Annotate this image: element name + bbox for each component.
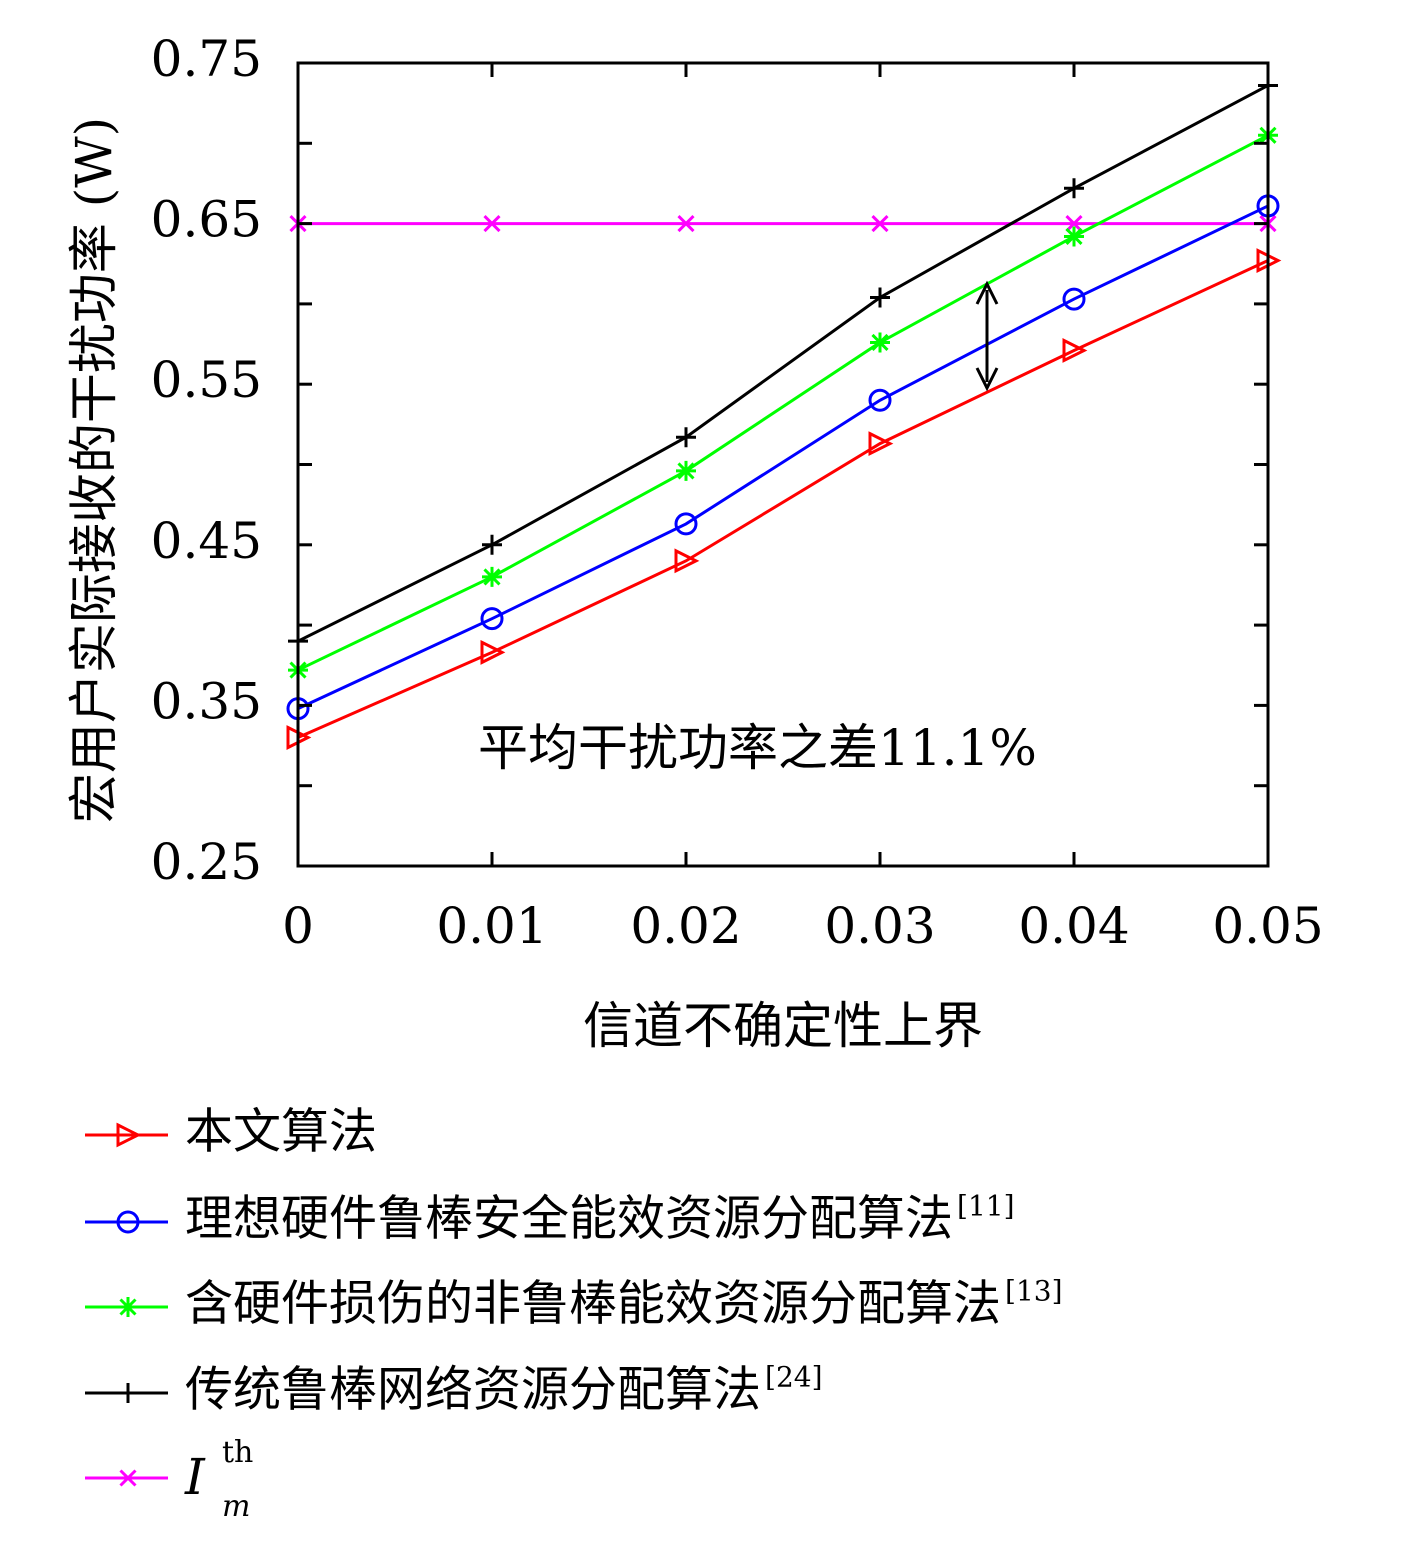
x-tick-label: 0.01 bbox=[436, 897, 547, 955]
legend-marker-1 bbox=[116, 1210, 140, 1234]
legend-item-0: 本文算法 bbox=[85, 1104, 377, 1160]
series-4-point bbox=[871, 215, 889, 233]
x-tick-label: 0.03 bbox=[824, 897, 935, 955]
series-3-point bbox=[676, 427, 696, 448]
legend-item-3: 传统鲁棒网络资源分配算法 [24] bbox=[85, 1361, 823, 1418]
y-tick-label: 0.65 bbox=[151, 191, 262, 249]
series-1-line bbox=[297, 204, 1269, 710]
series-0-point bbox=[1062, 338, 1088, 363]
series-2 bbox=[288, 125, 1278, 681]
x-tick-label: 0.02 bbox=[630, 897, 741, 955]
difference-arrow bbox=[975, 280, 999, 392]
y-tick-label: 0.25 bbox=[151, 833, 262, 891]
legend-ref-1: [11] bbox=[957, 1190, 1014, 1223]
legend-label-4: I bbox=[184, 1448, 206, 1506]
series-4 bbox=[289, 215, 1277, 233]
legend-marker-0 bbox=[116, 1122, 142, 1148]
series-2-point bbox=[1064, 226, 1084, 247]
y-tick-label: 0.45 bbox=[151, 512, 262, 570]
legend-label-2: 含硬件损伤的非鲁棒能效资源分配算法 bbox=[185, 1276, 1001, 1332]
series-0-point bbox=[480, 639, 506, 665]
series-1-point bbox=[480, 607, 504, 631]
y-tick-label: 0.55 bbox=[151, 351, 262, 409]
x-axis-title: 信道不确定性上界 bbox=[583, 997, 983, 1055]
legend-item-1: 理想硬件鲁棒安全能效资源分配算法 [11] bbox=[85, 1190, 1015, 1247]
series-2-line bbox=[297, 133, 1269, 672]
series-4-point bbox=[1065, 215, 1083, 233]
series-0-line bbox=[297, 259, 1269, 739]
x-tick-label: 0 bbox=[282, 897, 314, 955]
y-axis-title: 宏用户实际接收的干扰功率 (W) bbox=[65, 117, 123, 823]
x-tick-label: 0.05 bbox=[1212, 897, 1323, 955]
legend-label-0: 本文算法 bbox=[185, 1104, 377, 1160]
annotation-text: 平均干扰功率之差11.1% bbox=[478, 719, 1037, 777]
legend-label-1: 理想硬件鲁棒安全能效资源分配算法 bbox=[185, 1191, 953, 1247]
series-0 bbox=[286, 248, 1282, 750]
y-tick-label: 0.35 bbox=[151, 672, 262, 730]
series-2-point bbox=[482, 566, 502, 587]
legend-ref-2: [13] bbox=[1005, 1275, 1062, 1308]
series-3-point bbox=[482, 534, 502, 555]
legend-ref-3: [24] bbox=[765, 1361, 822, 1394]
series-1 bbox=[286, 194, 1280, 721]
legend-item-2: 含硬件损伤的非鲁棒能效资源分配算法 [13] bbox=[85, 1275, 1063, 1332]
legend-marker-4 bbox=[119, 1469, 137, 1487]
series-1-point bbox=[1062, 287, 1086, 311]
legend-label-3: 传统鲁棒网络资源分配算法 bbox=[185, 1362, 761, 1418]
series-0-point bbox=[674, 548, 700, 574]
series-4-point bbox=[677, 215, 695, 233]
series-0-point bbox=[868, 431, 894, 457]
series-2-point bbox=[676, 460, 696, 481]
legend-label-4-sup: th bbox=[222, 1435, 253, 1470]
x-tick-label: 0.04 bbox=[1018, 897, 1129, 955]
legend-marker-3 bbox=[118, 1383, 138, 1403]
series-4-point bbox=[483, 215, 501, 233]
series-1-point bbox=[674, 512, 698, 536]
series-2-point bbox=[870, 332, 890, 353]
series-3-point bbox=[1064, 178, 1084, 199]
series-1-point bbox=[868, 388, 892, 412]
legend-marker-2 bbox=[118, 1297, 138, 1317]
y-tick-label: 0.75 bbox=[151, 30, 262, 88]
legend-label-4-sub: m bbox=[222, 1489, 250, 1524]
series-3 bbox=[288, 75, 1278, 652]
series-3-line bbox=[297, 84, 1269, 643]
series-3-point bbox=[870, 287, 890, 308]
